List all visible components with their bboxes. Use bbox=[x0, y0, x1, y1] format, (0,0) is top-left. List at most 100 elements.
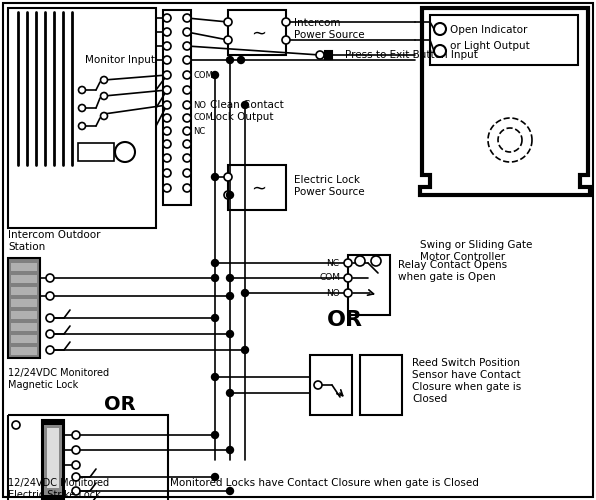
Circle shape bbox=[163, 140, 171, 148]
Circle shape bbox=[163, 169, 171, 177]
Circle shape bbox=[183, 154, 191, 162]
Circle shape bbox=[183, 140, 191, 148]
Circle shape bbox=[183, 56, 191, 64]
Circle shape bbox=[183, 127, 191, 135]
Text: NO: NO bbox=[193, 100, 206, 110]
Bar bbox=[11, 275, 37, 283]
Bar bbox=[47, 428, 59, 488]
Bar bbox=[11, 347, 37, 355]
Circle shape bbox=[226, 488, 234, 494]
Bar bbox=[11, 335, 37, 343]
Bar bbox=[163, 10, 191, 205]
Circle shape bbox=[163, 101, 171, 109]
Circle shape bbox=[183, 42, 191, 50]
Circle shape bbox=[434, 45, 446, 57]
Circle shape bbox=[224, 36, 232, 44]
Text: or Light Output: or Light Output bbox=[450, 41, 530, 51]
Bar bbox=[11, 263, 37, 271]
Circle shape bbox=[241, 290, 249, 296]
Circle shape bbox=[46, 314, 54, 322]
Circle shape bbox=[344, 259, 352, 267]
Bar bbox=[44, 425, 62, 495]
Circle shape bbox=[355, 256, 365, 266]
Circle shape bbox=[212, 474, 219, 480]
Bar bbox=[228, 165, 286, 210]
Circle shape bbox=[101, 76, 107, 84]
Bar bbox=[228, 10, 286, 55]
Circle shape bbox=[212, 314, 219, 322]
Circle shape bbox=[163, 28, 171, 36]
Text: $\sim$: $\sim$ bbox=[248, 178, 266, 196]
Circle shape bbox=[224, 173, 232, 181]
Circle shape bbox=[183, 169, 191, 177]
Text: Monitored Locks have Contact Closure when gate is Closed: Monitored Locks have Contact Closure whe… bbox=[170, 478, 479, 488]
Circle shape bbox=[226, 274, 234, 281]
Text: 12/24VDC Monitored: 12/24VDC Monitored bbox=[8, 478, 109, 488]
Text: Sensor have Contact: Sensor have Contact bbox=[412, 370, 521, 380]
Circle shape bbox=[183, 28, 191, 36]
Circle shape bbox=[163, 154, 171, 162]
Bar bbox=[325, 51, 332, 59]
Text: Closure when gate is: Closure when gate is bbox=[412, 382, 522, 392]
Text: COM: COM bbox=[320, 274, 341, 282]
Circle shape bbox=[183, 184, 191, 192]
Circle shape bbox=[183, 71, 191, 79]
Polygon shape bbox=[420, 8, 590, 195]
Bar bbox=[430, 15, 578, 65]
Circle shape bbox=[212, 260, 219, 266]
Text: NC: NC bbox=[193, 126, 205, 136]
Text: Reed Switch Position: Reed Switch Position bbox=[412, 358, 520, 368]
Text: OR: OR bbox=[327, 310, 363, 330]
Circle shape bbox=[371, 256, 381, 266]
Circle shape bbox=[226, 390, 234, 396]
Text: Open Indicator: Open Indicator bbox=[450, 25, 527, 35]
Circle shape bbox=[224, 18, 232, 26]
Text: $\sim$: $\sim$ bbox=[248, 23, 266, 41]
Circle shape bbox=[163, 14, 171, 22]
Circle shape bbox=[72, 431, 80, 439]
Circle shape bbox=[163, 127, 171, 135]
Bar bbox=[11, 323, 37, 331]
Text: Relay Contact Opens: Relay Contact Opens bbox=[398, 260, 507, 270]
Circle shape bbox=[212, 374, 219, 380]
Bar bbox=[348, 255, 390, 315]
Circle shape bbox=[434, 23, 446, 35]
Circle shape bbox=[101, 92, 107, 100]
Circle shape bbox=[46, 274, 54, 282]
Circle shape bbox=[344, 274, 352, 282]
Text: Lock Output: Lock Output bbox=[210, 112, 274, 122]
Circle shape bbox=[163, 86, 171, 94]
Circle shape bbox=[241, 102, 249, 108]
Circle shape bbox=[183, 101, 191, 109]
Circle shape bbox=[46, 292, 54, 300]
Bar bbox=[78, 143, 114, 161]
Circle shape bbox=[46, 346, 54, 354]
Text: 12/24VDC Monitored: 12/24VDC Monitored bbox=[8, 368, 109, 378]
Circle shape bbox=[224, 191, 232, 199]
Circle shape bbox=[72, 473, 80, 481]
Bar bbox=[8, 258, 40, 358]
Circle shape bbox=[163, 114, 171, 122]
Text: Power Source: Power Source bbox=[294, 30, 365, 40]
Circle shape bbox=[241, 346, 249, 354]
Circle shape bbox=[46, 330, 54, 338]
Circle shape bbox=[115, 142, 135, 162]
Circle shape bbox=[212, 72, 219, 78]
Text: OR: OR bbox=[104, 396, 136, 414]
Circle shape bbox=[226, 56, 234, 64]
Text: Power Source: Power Source bbox=[294, 187, 365, 197]
Circle shape bbox=[183, 14, 191, 22]
Bar bbox=[42, 420, 64, 500]
Circle shape bbox=[226, 446, 234, 454]
Text: Clean Contact: Clean Contact bbox=[210, 100, 284, 110]
Circle shape bbox=[183, 114, 191, 122]
Circle shape bbox=[72, 446, 80, 454]
Circle shape bbox=[344, 289, 352, 297]
Text: Closed: Closed bbox=[412, 394, 447, 404]
Text: Monitor Input: Monitor Input bbox=[85, 55, 155, 65]
Text: Magnetic Lock: Magnetic Lock bbox=[8, 380, 78, 390]
Text: Intercom Outdoor: Intercom Outdoor bbox=[8, 230, 101, 240]
Text: Electric Strike Lock: Electric Strike Lock bbox=[8, 490, 101, 500]
Circle shape bbox=[226, 330, 234, 338]
Circle shape bbox=[212, 174, 219, 180]
